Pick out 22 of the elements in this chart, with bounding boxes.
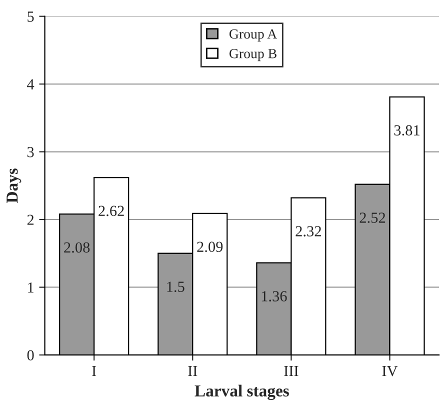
data-label: 3.81 xyxy=(394,125,420,136)
x-tick-label: II xyxy=(188,366,198,376)
legend-label: Group A xyxy=(229,29,278,42)
x-tick-label: I xyxy=(92,366,96,376)
y-tick-label: 4 xyxy=(27,79,34,90)
x-tick-label: IV xyxy=(382,366,398,376)
y-tick-label: 5 xyxy=(28,12,34,22)
data-label: 2.52 xyxy=(360,212,386,223)
data-label: 2.09 xyxy=(197,242,223,252)
y-tick-label: 0 xyxy=(27,350,34,360)
data-label: 2.62 xyxy=(98,206,124,216)
x-axis-title: Larval stages xyxy=(194,384,289,400)
data-label: 2.32 xyxy=(296,226,321,236)
y-tick-label: 1 xyxy=(28,282,34,293)
legend-label: Group B xyxy=(229,48,276,62)
data-label: 1.36 xyxy=(262,291,287,302)
data-label: 1.5 xyxy=(167,282,184,292)
y-axis-title: Days xyxy=(6,168,22,203)
x-tick-label: III xyxy=(284,366,298,376)
y-tick-label: 2 xyxy=(27,214,34,225)
y-tick-label: 3 xyxy=(27,146,34,158)
data-label: 2.08 xyxy=(64,242,90,253)
